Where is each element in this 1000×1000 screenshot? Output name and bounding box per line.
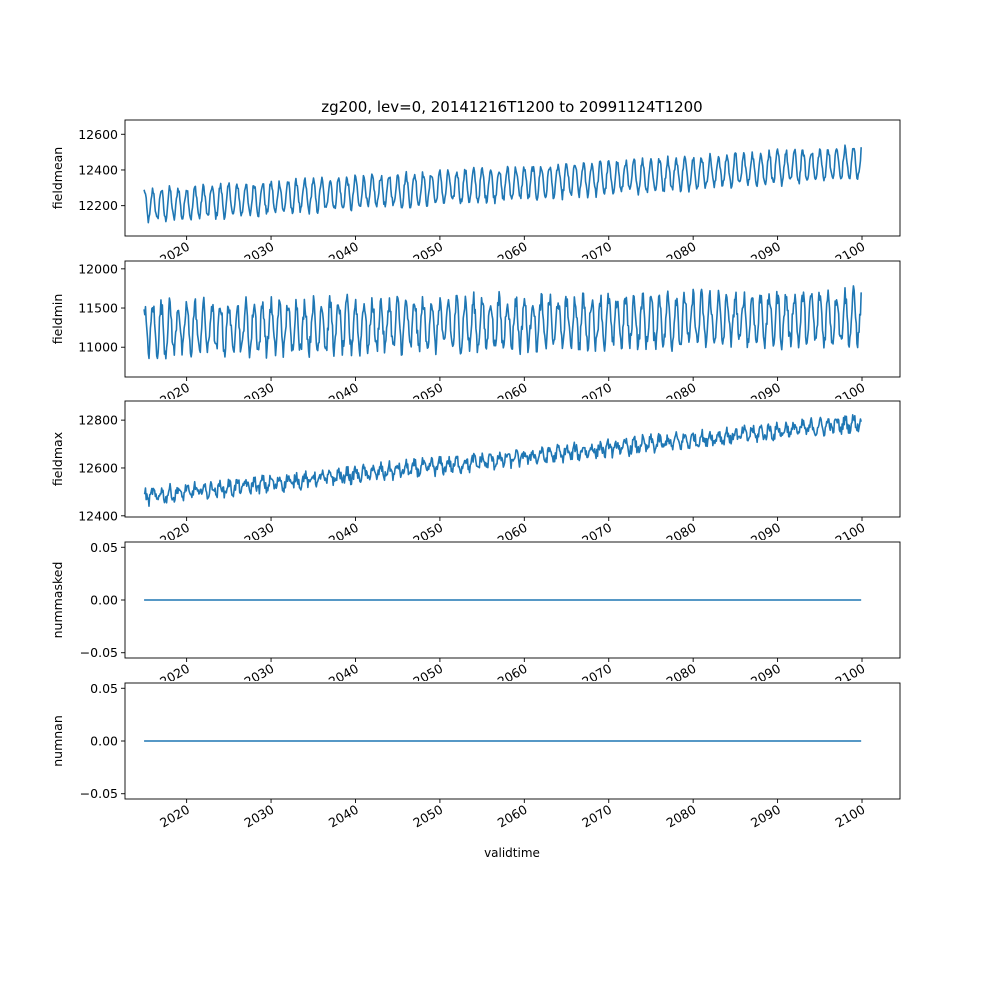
x-tick-label-numnan: 2050 — [410, 802, 445, 831]
y-axis-label-fieldmax: fieldmax — [50, 432, 65, 486]
y-tick-label-fieldmean: 12600 — [78, 127, 118, 142]
y-tick-label-fieldmin: 11500 — [78, 301, 118, 316]
y-axis-label-fieldmean: fieldmean — [50, 147, 65, 209]
y-tick-label-fieldmax: 12400 — [78, 508, 118, 523]
y-tick-label-fieldmean: 12400 — [78, 162, 118, 177]
y-axis-label-numnan: numnan — [50, 715, 65, 767]
x-tick-label-numnan: 2090 — [748, 802, 783, 831]
x-tick-label-numnan: 2030 — [242, 802, 277, 831]
series-line-fieldmax — [143, 414, 862, 508]
series-line-fieldmean — [143, 144, 862, 224]
y-tick-label-fieldmin: 11000 — [78, 340, 118, 355]
y-tick-label-fieldmax: 12800 — [78, 413, 118, 428]
x-tick-label-numnan: 2070 — [579, 802, 614, 831]
y-tick-label-numnan: 0.00 — [90, 734, 118, 749]
y-tick-label-numnan: 0.05 — [90, 681, 118, 696]
series-line-fieldmin — [143, 285, 862, 360]
axes-frame-fieldmean — [124, 119, 901, 237]
x-tick-label-numnan: 2100 — [832, 802, 867, 831]
x-tick-label-numnan: 2020 — [157, 802, 192, 831]
x-tick-label-numnan: 2040 — [326, 802, 361, 831]
y-axis-label-nummasked: nummasked — [50, 562, 65, 639]
y-axis-label-fieldmin: fieldmin — [50, 294, 65, 345]
x-axis-label: validtime — [484, 846, 540, 860]
axes-frame-fieldmin — [124, 260, 901, 378]
x-tick-label-numnan: 2060 — [495, 802, 530, 831]
x-tick-label-numnan: 2080 — [664, 802, 699, 831]
subplots: 12200 12400 12600 fieldmean 2020 2030 2040 2050… — [30, 119, 980, 831]
y-tick-label-nummasked: 0.05 — [90, 540, 118, 555]
y-tick-label-nummasked: −0.05 — [80, 645, 118, 660]
y-tick-label-fieldmean: 12200 — [78, 198, 118, 213]
y-tick-label-fieldmin: 12000 — [78, 261, 118, 276]
figure-title: zg200, lev=0, 20141216T1200 to 20991124T… — [321, 98, 702, 116]
y-tick-label-numnan: −0.05 — [80, 786, 118, 801]
axes-frame-fieldmax — [124, 400, 901, 518]
y-tick-label-nummasked: 0.00 — [90, 593, 118, 608]
y-tick-label-fieldmax: 12600 — [78, 460, 118, 475]
